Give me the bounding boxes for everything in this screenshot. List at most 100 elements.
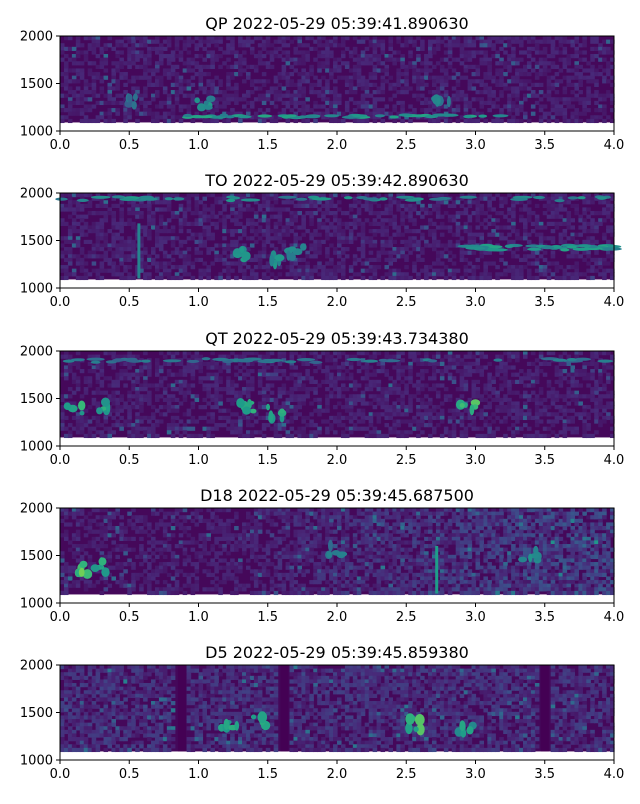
noise-cell [214,215,219,219]
noise-cell [349,405,354,409]
noise-cell [483,269,488,273]
noise-cell [361,276,366,280]
noise-cell [420,376,425,380]
noise-cell [104,76,109,80]
noise-cell [333,79,338,83]
noise-cell [404,258,409,262]
noise-cell [333,225,338,229]
noise-cell [606,351,611,355]
noise-cell [436,215,441,219]
noise-cell [329,211,334,215]
signal-band [324,114,339,117]
noise-cell [563,405,568,409]
noise-cell [460,383,465,387]
noise-cell [353,204,358,208]
noise-cell [282,225,287,229]
noise-cell [317,225,322,229]
noise-cell [119,225,124,229]
noise-cell [68,68,73,72]
noise-cell [574,47,579,51]
noise-cell [297,380,302,384]
noise-cell [80,218,85,222]
noise-cell [234,54,239,58]
noise-cell [179,222,184,226]
noise-cell [68,86,73,90]
noise-cell [472,86,477,90]
noise-cell [210,376,215,380]
noise-cell [333,108,338,112]
noise-cell [602,200,607,204]
noise-cell [155,50,160,54]
noise-cell [503,72,508,76]
noise-cell [527,119,532,123]
noise-cell [266,236,271,240]
noise-cell [119,94,124,98]
noise-cell [594,391,599,395]
noise-cell [76,79,81,83]
noise-cell [578,97,583,101]
noise-cell [547,112,552,116]
noise-cell [218,387,223,391]
noise-cell [412,247,417,251]
noise-cell [381,394,386,398]
noise-cell [582,240,587,244]
noise-cell [325,229,330,233]
noise-cell [511,380,516,384]
noise-cell [345,362,350,366]
noise-cell [563,40,568,44]
noise-cell [179,380,184,384]
noise-cell [476,394,481,398]
noise-cell [250,83,255,87]
noise-cell [428,272,433,276]
noise-cell [511,222,516,226]
noise-cell [111,68,116,72]
noise-cell [412,355,417,359]
signal-band [489,245,502,248]
noise-cell [123,240,128,244]
noise-cell [119,101,124,105]
noise-cell [222,229,227,233]
noise-cell [464,365,469,369]
noise-cell [444,193,449,197]
noise-cell [234,72,239,76]
noise-cell [234,394,239,398]
noise-cell [266,398,271,402]
noise-cell [483,50,488,54]
noise-cell [274,207,279,211]
noise-cell [92,50,97,54]
noise-cell [100,76,105,80]
noise-cell [262,83,267,87]
noise-cell [594,54,599,58]
noise-cell [72,254,77,258]
noise-cell [404,36,409,40]
noise-cell [377,108,382,112]
noise-cell [527,79,532,83]
noise-cell [76,204,81,208]
noise-cell [199,79,204,83]
noise-cell [519,72,524,76]
noise-cell [468,251,473,255]
noise-cell [440,251,445,255]
noise-cell [266,387,271,391]
noise-cell [464,108,469,112]
noise-cell [551,76,556,80]
noise-cell [464,222,469,226]
noise-cell [111,251,116,255]
noise-cell [503,369,508,373]
noise-cell [84,387,89,391]
noise-cell [135,355,140,359]
noise-cell [104,233,109,237]
noise-cell [472,72,477,76]
noise-cell [456,40,461,44]
noise-cell [424,97,429,101]
noise-cell [155,104,160,108]
noise-cell [64,355,69,359]
noise-cell [476,380,481,384]
noise-cell [155,373,160,377]
noise-cell [606,365,611,369]
noise-cell [199,76,204,80]
noise-cell [412,72,417,76]
signal-band [112,195,125,198]
noise-cell [206,236,211,240]
noise-cell [400,86,405,90]
